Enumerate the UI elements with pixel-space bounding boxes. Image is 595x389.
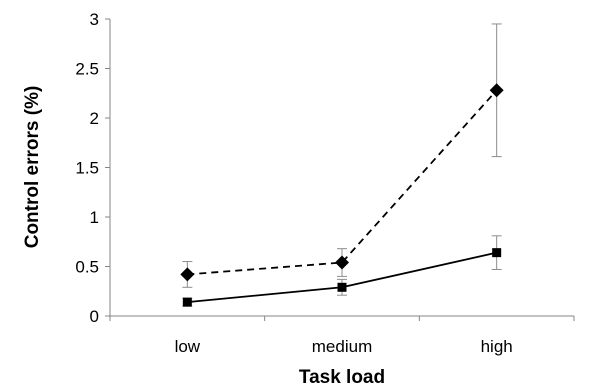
x-axis-ticks: low medium high [109, 316, 575, 356]
x-tick-label: medium [312, 337, 372, 356]
series-1 [180, 23, 504, 288]
y-axis-ticks: 0 0.5 1 1.5 2 2.5 3 [75, 10, 110, 326]
x-tick-label: low [175, 337, 201, 356]
y-tick-label: 1.5 [75, 159, 99, 178]
y-tick-label: 2 [90, 109, 99, 128]
x-tick-label: high [481, 337, 513, 356]
data-point-square [492, 248, 502, 258]
y-tick-label: 2.5 [75, 60, 99, 79]
y-tick-label: 0.5 [75, 258, 99, 277]
data-point-square [182, 297, 192, 307]
series-layer [180, 23, 504, 307]
data-point-diamond [335, 255, 349, 270]
series-line [187, 89, 498, 276]
y-tick-label: 3 [90, 10, 99, 29]
data-point-square [337, 282, 347, 292]
x-axis-title: Task load [299, 367, 385, 388]
series-2 [182, 235, 502, 307]
y-axis-title: Control errors (%) [22, 86, 43, 249]
data-point-diamond [489, 83, 504, 98]
y-tick-label: 1 [90, 208, 99, 227]
y-tick-label: 0 [90, 307, 99, 326]
data-point-diamond [180, 267, 195, 282]
